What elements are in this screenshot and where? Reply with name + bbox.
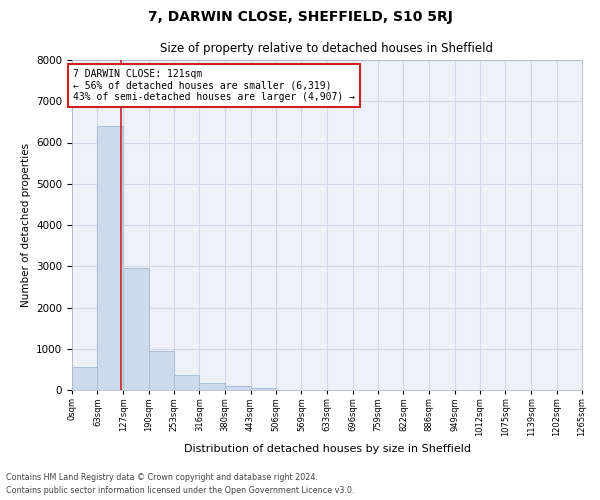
Bar [251, 388, 276, 390]
Bar [72, 368, 97, 390]
Bar [149, 351, 174, 390]
Bar [123, 268, 149, 390]
Title: Size of property relative to detached houses in Sheffield: Size of property relative to detached ho… [161, 42, 493, 54]
Y-axis label: Number of detached properties: Number of detached properties [20, 143, 31, 307]
Text: 7 DARWIN CLOSE: 121sqm
← 56% of detached houses are smaller (6,319)
43% of semi-: 7 DARWIN CLOSE: 121sqm ← 56% of detached… [73, 69, 355, 102]
Bar [97, 126, 123, 390]
X-axis label: Distribution of detached houses by size in Sheffield: Distribution of detached houses by size … [184, 444, 470, 454]
Bar [225, 386, 251, 390]
Bar [174, 375, 199, 390]
Bar [199, 383, 225, 390]
Text: 7, DARWIN CLOSE, SHEFFIELD, S10 5RJ: 7, DARWIN CLOSE, SHEFFIELD, S10 5RJ [148, 10, 452, 24]
Text: Contains HM Land Registry data © Crown copyright and database right 2024.
Contai: Contains HM Land Registry data © Crown c… [6, 474, 355, 495]
